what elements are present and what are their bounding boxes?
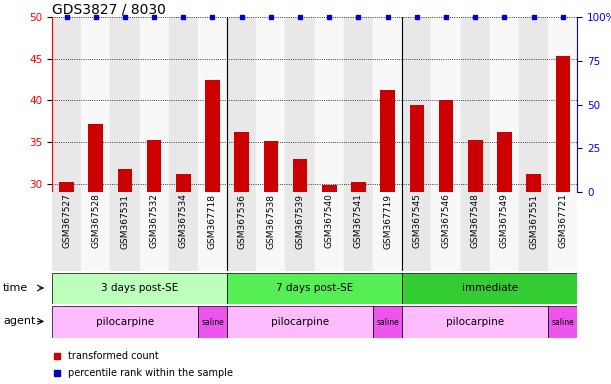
Bar <box>256 17 285 192</box>
Bar <box>526 174 541 192</box>
Text: agent: agent <box>3 316 35 326</box>
Text: GSM367549: GSM367549 <box>500 194 509 248</box>
Bar <box>461 17 490 192</box>
Text: pilocarpine: pilocarpine <box>96 317 154 327</box>
Bar <box>256 192 285 271</box>
Bar <box>205 80 220 192</box>
Text: percentile rank within the sample: percentile rank within the sample <box>68 368 233 378</box>
Bar <box>490 192 519 271</box>
Bar <box>139 192 169 271</box>
Text: GSM367540: GSM367540 <box>325 194 334 248</box>
Bar <box>285 17 315 192</box>
Text: GSM367528: GSM367528 <box>91 194 100 248</box>
Text: GSM367718: GSM367718 <box>208 194 217 248</box>
Bar <box>461 192 490 271</box>
Bar <box>315 17 344 192</box>
Bar <box>409 106 424 192</box>
Bar <box>147 141 161 192</box>
Bar <box>198 192 227 271</box>
Bar <box>169 192 198 271</box>
Bar <box>111 17 139 192</box>
Bar <box>52 17 81 192</box>
Bar <box>344 192 373 271</box>
Bar <box>52 273 227 304</box>
Text: saline: saline <box>376 318 399 327</box>
Text: GSM367721: GSM367721 <box>558 194 567 248</box>
Bar <box>431 17 461 192</box>
Text: time: time <box>3 283 28 293</box>
Bar <box>548 306 577 338</box>
Bar <box>198 306 227 338</box>
Bar <box>402 273 577 304</box>
Text: 7 days post-SE: 7 days post-SE <box>276 283 353 293</box>
Bar <box>89 124 103 192</box>
Text: transformed count: transformed count <box>68 351 158 361</box>
Text: GDS3827 / 8030: GDS3827 / 8030 <box>52 2 166 16</box>
Bar <box>118 169 132 192</box>
Text: pilocarpine: pilocarpine <box>446 317 504 327</box>
Text: pilocarpine: pilocarpine <box>271 317 329 327</box>
Text: GSM367719: GSM367719 <box>383 194 392 248</box>
Bar <box>402 17 431 192</box>
Bar <box>81 17 111 192</box>
Bar <box>263 141 278 192</box>
Bar <box>373 17 402 192</box>
Bar <box>497 132 512 192</box>
Bar <box>59 182 74 192</box>
Bar <box>315 192 344 271</box>
Bar <box>402 306 548 338</box>
Bar <box>351 182 366 192</box>
Bar <box>227 192 256 271</box>
Bar <box>548 192 577 271</box>
Bar <box>490 17 519 192</box>
Text: GSM367541: GSM367541 <box>354 194 363 248</box>
Bar <box>322 185 337 192</box>
Bar <box>52 306 198 338</box>
Bar <box>402 192 431 271</box>
Bar <box>548 17 577 192</box>
Text: GSM367536: GSM367536 <box>237 194 246 248</box>
Bar <box>468 140 483 192</box>
Text: GSM367531: GSM367531 <box>120 194 130 248</box>
Text: GSM367538: GSM367538 <box>266 194 276 248</box>
Bar <box>555 56 570 192</box>
Text: GSM367546: GSM367546 <box>442 194 450 248</box>
Bar <box>285 192 315 271</box>
Bar <box>380 91 395 192</box>
Bar <box>169 17 198 192</box>
Bar <box>373 192 402 271</box>
Bar <box>227 273 402 304</box>
Text: GSM367545: GSM367545 <box>412 194 422 248</box>
Bar <box>519 17 548 192</box>
Bar <box>519 192 548 271</box>
Bar <box>235 132 249 192</box>
Bar <box>81 192 111 271</box>
Bar <box>198 17 227 192</box>
Text: GSM367551: GSM367551 <box>529 194 538 248</box>
Bar <box>439 101 453 192</box>
Text: GSM367548: GSM367548 <box>470 194 480 248</box>
Text: GSM367527: GSM367527 <box>62 194 71 248</box>
Bar <box>176 174 191 192</box>
Text: 3 days post-SE: 3 days post-SE <box>101 283 178 293</box>
Bar <box>111 192 139 271</box>
Bar <box>344 17 373 192</box>
Text: saline: saline <box>201 318 224 327</box>
Bar <box>431 192 461 271</box>
Bar <box>52 192 81 271</box>
Text: GSM367539: GSM367539 <box>296 194 304 248</box>
Text: saline: saline <box>551 318 574 327</box>
Text: immediate: immediate <box>462 283 518 293</box>
Bar <box>227 17 256 192</box>
Text: GSM367532: GSM367532 <box>150 194 159 248</box>
Bar <box>139 17 169 192</box>
Bar <box>373 306 402 338</box>
Bar <box>293 159 307 192</box>
Text: GSM367534: GSM367534 <box>179 194 188 248</box>
Bar <box>227 306 373 338</box>
